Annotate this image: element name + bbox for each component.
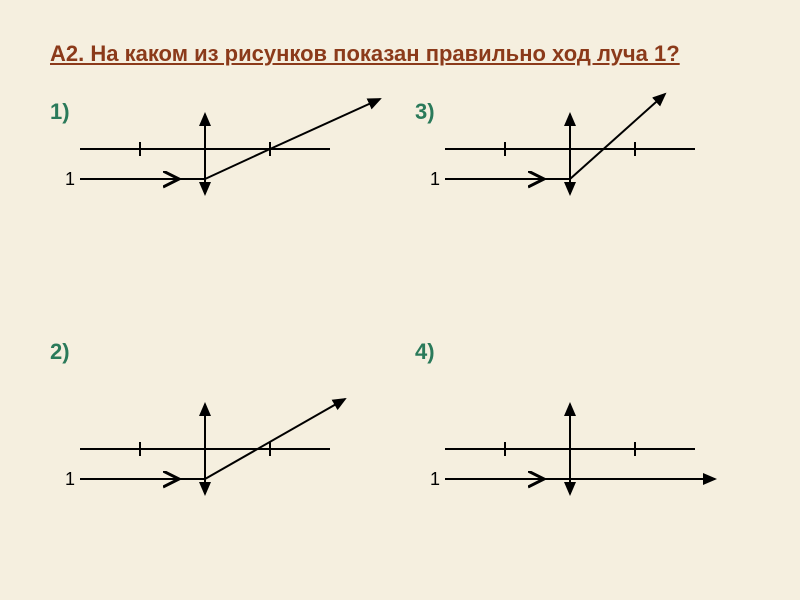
question-title: А2. На каком из рисунков показан правиль… bbox=[50, 40, 750, 69]
option-label: 4) bbox=[415, 339, 435, 365]
diagram-svg bbox=[435, 109, 755, 289]
diagram-4: 1 bbox=[435, 349, 755, 529]
diagram-svg bbox=[435, 349, 755, 529]
diagram-2: 1 bbox=[70, 349, 390, 529]
ray-label: 1 bbox=[430, 169, 440, 190]
option-label: 1) bbox=[50, 99, 70, 125]
option-2: 2) 1 bbox=[50, 339, 385, 539]
options-grid: 1) 1 bbox=[50, 99, 750, 539]
diagram-3: 1 bbox=[435, 109, 755, 289]
diagram-svg bbox=[70, 349, 390, 529]
diagram-svg bbox=[70, 109, 390, 289]
option-3: 3) 1 bbox=[415, 99, 750, 299]
diagram-1: 1 bbox=[70, 109, 390, 289]
option-1: 1) 1 bbox=[50, 99, 385, 299]
ray-label: 1 bbox=[65, 469, 75, 490]
option-4: 4) 1 bbox=[415, 339, 750, 539]
option-label: 3) bbox=[415, 99, 435, 125]
option-label: 2) bbox=[50, 339, 70, 365]
ray-label: 1 bbox=[65, 169, 75, 190]
ray-label: 1 bbox=[430, 469, 440, 490]
